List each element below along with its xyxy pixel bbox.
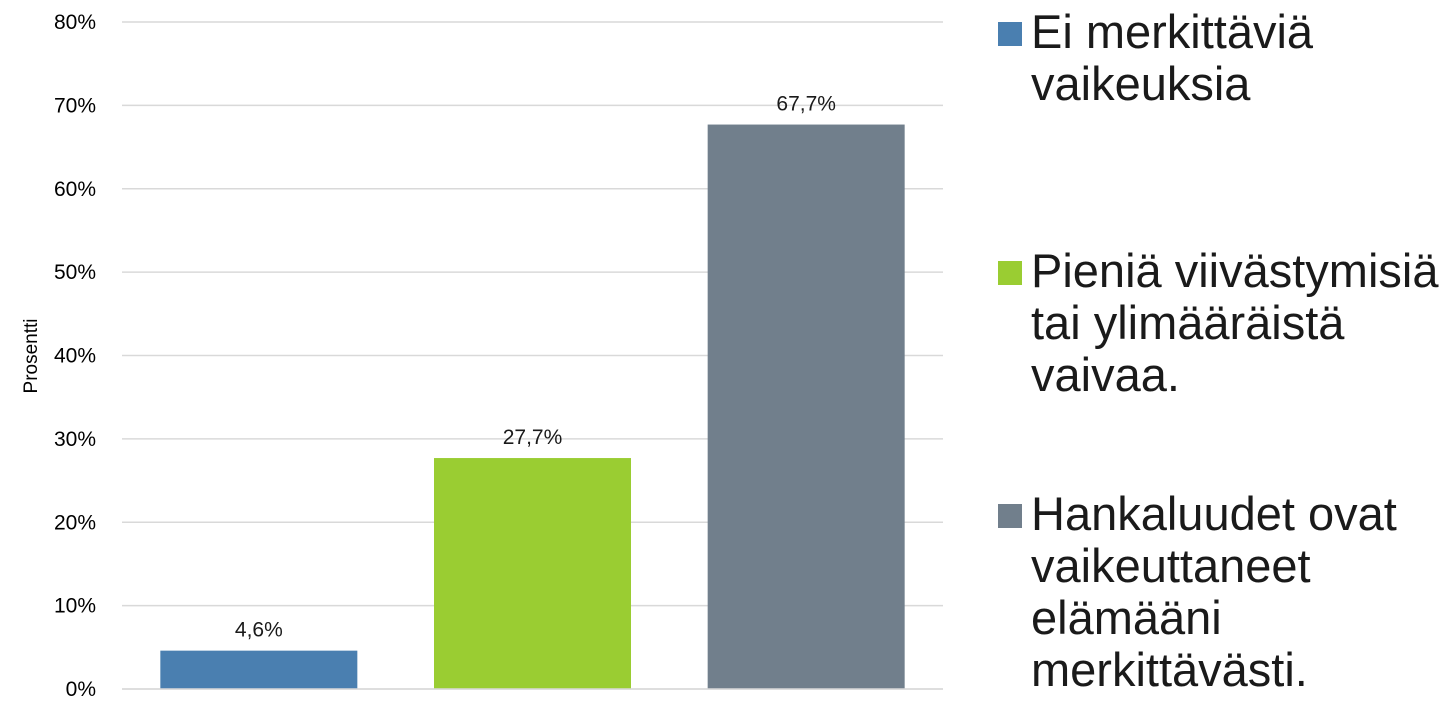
bar: [160, 650, 358, 689]
legend-swatch-green: [998, 261, 1022, 285]
legend-item-significant-difficulties: Hankaluudet ovat vaikeuttaneet elämääni …: [998, 488, 1451, 696]
legend-label: Pieniä viivästymisiä tai ylimääräistä va…: [1031, 244, 1439, 401]
y-tick-label: 20%: [54, 511, 96, 534]
y-tick-label: 60%: [54, 178, 96, 201]
y-tick-label: 30%: [54, 428, 96, 451]
legend-item-no-difficulties: Ei merkittäviä vaikeuksia: [998, 6, 1451, 110]
bar: [434, 458, 631, 689]
data-label: 67,7%: [776, 93, 836, 116]
data-label: 27,7%: [503, 426, 563, 449]
y-tick-label: 80%: [54, 11, 96, 34]
legend-label: Hankaluudet ovat vaikeuttaneet elämääni …: [1031, 487, 1397, 696]
legend-item-minor-delays: Pieniä viivästymisiä tai ylimääräistä va…: [998, 245, 1451, 401]
data-label: 4,6%: [235, 619, 283, 642]
bar: [707, 124, 905, 689]
y-tick-label: 70%: [54, 94, 96, 117]
y-axis-title: Prosentti: [21, 319, 42, 394]
legend-swatch-blue: [998, 22, 1022, 46]
y-tick-label: 0%: [66, 678, 96, 701]
legend-label: Ei merkittäviä vaikeuksia: [1031, 5, 1314, 110]
bar-chart-plot: 0% 10% 20% 30% 40% 50% 60% 70% 80% Prosentti 4,6% 2…: [21, 11, 943, 701]
y-tick-label: 40%: [54, 345, 96, 368]
y-tick-label: 10%: [54, 595, 96, 618]
y-tick-label: 50%: [54, 261, 96, 284]
legend-swatch-gray: [998, 504, 1022, 528]
